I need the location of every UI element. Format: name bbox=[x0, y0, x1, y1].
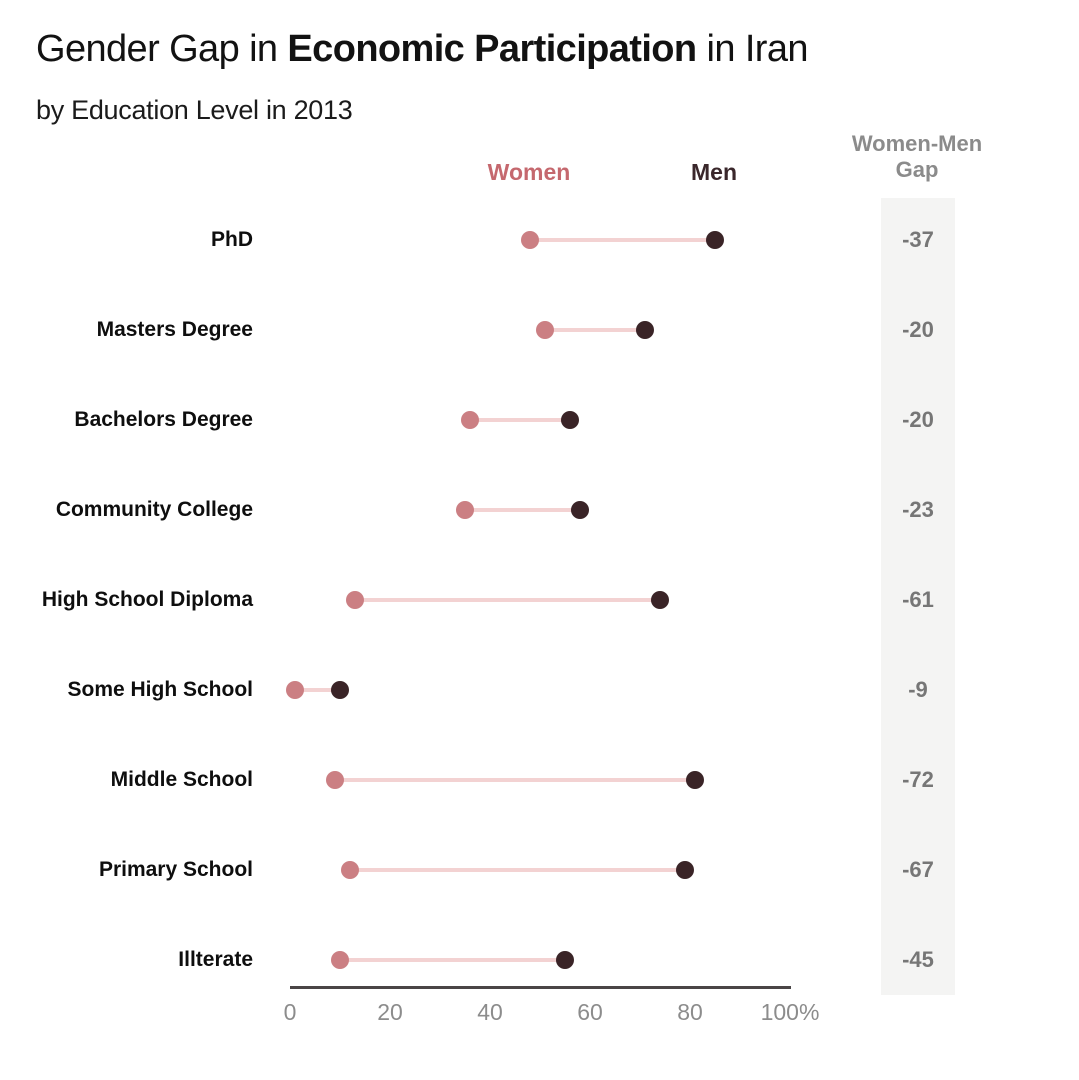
axis-tick-label: 40 bbox=[477, 999, 503, 1025]
gap-value: -45 bbox=[902, 947, 934, 972]
connector-line bbox=[335, 778, 695, 782]
axis-tick-label: 100% bbox=[760, 999, 820, 1025]
men-dot bbox=[571, 501, 589, 519]
gap-value: -9 bbox=[908, 677, 928, 702]
gap-value: -37 bbox=[902, 227, 934, 252]
women-dot bbox=[326, 771, 344, 789]
women-dot bbox=[521, 231, 539, 249]
men-dot bbox=[636, 321, 654, 339]
title-prefix: Gender Gap in bbox=[36, 28, 288, 70]
women-dot bbox=[461, 411, 479, 429]
legend-women-label: Women bbox=[487, 159, 571, 185]
gap-value: -20 bbox=[902, 407, 934, 432]
men-dot bbox=[706, 231, 724, 249]
axis-tick-label: 0 bbox=[283, 999, 297, 1025]
category-label: Illterate bbox=[178, 948, 253, 971]
connector-line bbox=[465, 508, 580, 512]
category-label: Community College bbox=[55, 498, 253, 521]
axis-tick-label: 80 bbox=[677, 999, 703, 1025]
title-bold: Economic Participation bbox=[287, 28, 697, 70]
men-dot bbox=[686, 771, 704, 789]
women-dot bbox=[346, 591, 364, 609]
axis-tick-label: 20 bbox=[377, 999, 403, 1025]
connector-line bbox=[340, 958, 565, 962]
category-label: Middle School bbox=[110, 768, 253, 791]
men-dot bbox=[331, 681, 349, 699]
men-dot bbox=[556, 951, 574, 969]
category-label: PhD bbox=[211, 228, 253, 251]
category-label: High School Diploma bbox=[41, 588, 253, 611]
men-dot bbox=[561, 411, 579, 429]
gap-value: -72 bbox=[902, 767, 934, 792]
category-label: Primary School bbox=[98, 858, 253, 881]
connector-line bbox=[545, 328, 645, 332]
legend-men-label: Men bbox=[691, 159, 737, 185]
gap-column-header: Women-Men Gap bbox=[852, 131, 982, 183]
gap-header-line2: Gap bbox=[895, 157, 939, 182]
gap-value: -61 bbox=[902, 587, 934, 612]
gap-column-panel bbox=[881, 198, 955, 995]
axis-tick-label: 60 bbox=[577, 999, 603, 1025]
women-dot bbox=[341, 861, 359, 879]
gap-value: -67 bbox=[902, 857, 934, 882]
connector-line bbox=[295, 688, 340, 692]
category-label: Some High School bbox=[67, 678, 253, 701]
gap-value: -23 bbox=[902, 497, 934, 522]
connector-line bbox=[355, 598, 660, 602]
page-title: Gender Gap in Economic Participation in … bbox=[36, 28, 809, 71]
connector-line bbox=[530, 238, 715, 242]
women-dot bbox=[286, 681, 304, 699]
men-dot bbox=[676, 861, 694, 879]
category-label: Bachelors Degree bbox=[74, 408, 253, 431]
connector-line bbox=[470, 418, 570, 422]
x-axis-line bbox=[290, 986, 791, 989]
men-dot bbox=[651, 591, 669, 609]
women-dot bbox=[331, 951, 349, 969]
women-dot bbox=[536, 321, 554, 339]
gap-header-line1: Women-Men bbox=[851, 131, 983, 156]
chart-subtitle: by Education Level in 2013 bbox=[36, 95, 353, 125]
title-suffix: in Iran bbox=[696, 28, 808, 70]
category-label: Masters Degree bbox=[96, 318, 253, 341]
women-dot bbox=[456, 501, 474, 519]
gap-value: -20 bbox=[902, 317, 934, 342]
connector-line bbox=[350, 868, 685, 872]
